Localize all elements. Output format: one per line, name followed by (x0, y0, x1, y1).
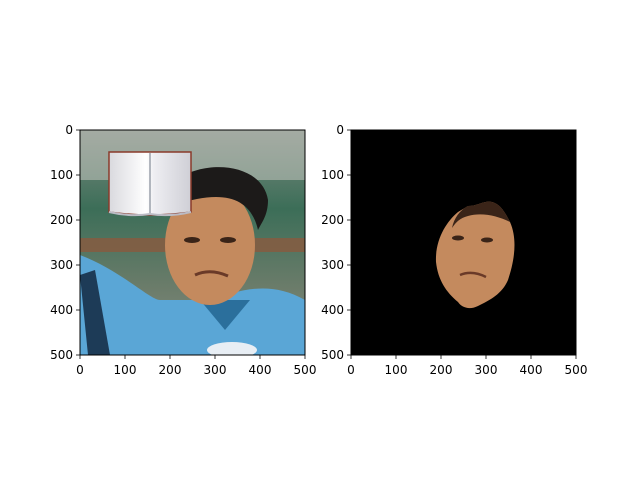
photo-y-tick-label: 200 (50, 213, 73, 227)
mask-x-tick-label: 100 (385, 363, 408, 377)
mask-y-tick-label: 0 (336, 123, 344, 137)
mask-y-ticks: 0 100 200 300 400 500 (321, 123, 351, 362)
photo-y-tick-label: 0 (65, 123, 73, 137)
photo-y-tick-label: 500 (50, 348, 73, 362)
face (165, 185, 255, 305)
mouth (194, 270, 229, 278)
segmented-hair (452, 201, 510, 228)
mask-x-ticks: 0 100 200 300 400 500 (347, 355, 587, 377)
photo-y-tick-label: 400 (50, 303, 73, 317)
mask-x-tick-label: 400 (520, 363, 543, 377)
mask-left-eye (452, 235, 464, 241)
shirt (80, 255, 305, 355)
photo-x-tick-label: 0 (76, 363, 84, 377)
mask-y-tick-label: 200 (321, 213, 344, 227)
mask-axes-frame (350, 129, 577, 356)
mask-x-tick-label: 500 (565, 363, 588, 377)
shirt-collar (200, 300, 250, 330)
left-eye (184, 237, 200, 243)
mask-x-tick-label: 0 (347, 363, 355, 377)
mask-mouth (459, 271, 487, 279)
object-bottom (207, 342, 257, 355)
photo-y-ticks: 0 100 200 300 400 500 (50, 123, 80, 362)
photo-axes: 0 100 200 300 400 500 0 100 200 300 400 500 (50, 123, 316, 377)
mask-y-tick-label: 500 (321, 348, 344, 362)
photo-y-tick-label: 300 (50, 258, 73, 272)
mask-y-tick-label: 100 (321, 168, 344, 182)
photo-x-tick-label: 500 (294, 363, 317, 377)
photo-x-tick-label: 200 (159, 363, 182, 377)
photo-y-tick-label: 100 (50, 168, 73, 182)
right-eye (220, 237, 236, 243)
mask-right-eye (481, 237, 493, 243)
mask-x-tick-label: 300 (475, 363, 498, 377)
photo-x-tick-label: 400 (249, 363, 272, 377)
photo-image (80, 130, 305, 355)
photo-x-tick-label: 100 (114, 363, 137, 377)
mask-axes: 0 100 200 300 400 500 0 100 200 300 400 500 (321, 123, 587, 377)
photo-axes-frame (79, 129, 306, 356)
mask-y-tick-label: 300 (321, 258, 344, 272)
segmented-face (435, 201, 515, 309)
photo-x-tick-label: 300 (204, 363, 227, 377)
mask-image (351, 130, 576, 355)
mask-x-tick-label: 200 (430, 363, 453, 377)
photo-x-ticks: 0 100 200 300 400 500 (76, 355, 316, 377)
shirt-stripe (80, 270, 110, 355)
mask-y-tick-label: 400 (321, 303, 344, 317)
book-overlay (108, 151, 192, 217)
